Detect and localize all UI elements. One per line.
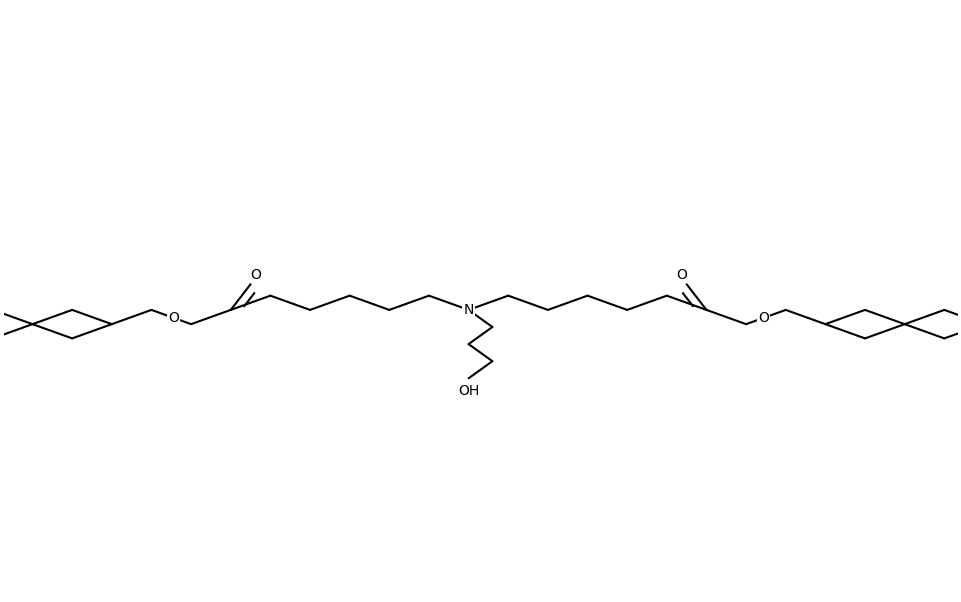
Text: O: O xyxy=(676,268,686,282)
Text: O: O xyxy=(168,311,179,325)
Text: OH: OH xyxy=(457,384,479,399)
Text: O: O xyxy=(757,311,768,325)
Text: O: O xyxy=(250,268,260,282)
Text: N: N xyxy=(463,303,474,317)
